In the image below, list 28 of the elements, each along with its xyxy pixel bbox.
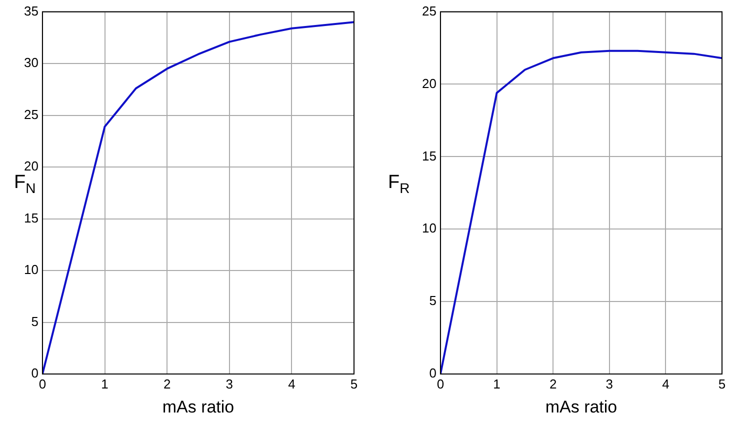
y-tick-label: 25 [24,106,38,122]
x-axis-title: mAs ratio [162,397,234,416]
y-tick-label: 20 [422,76,436,91]
x-tick-label: 1 [493,376,500,392]
y-axis-title: F$_{N}$ [14,172,36,196]
y-tick-label: 5 [31,314,38,329]
x-tick-label: 3 [226,376,233,392]
x-tick-label: 4 [288,376,296,392]
x-tick-label: 2 [163,376,171,392]
y-tick-label: 0 [429,366,436,381]
y-tick-label: 0 [31,366,38,381]
x-tick-label: 5 [718,376,726,392]
y-tick-label: 10 [24,262,38,278]
y-tick-label: 10 [422,220,436,236]
x-axis-title: mAs ratio [545,397,618,416]
x-tick-label: 5 [350,376,358,392]
x-tick-label: 3 [606,376,613,392]
y-tick-label: 5 [429,293,436,308]
x-tick-label: 4 [662,376,670,392]
y-tick-label: 20 [24,158,38,174]
y-tick-label: 15 [422,148,436,164]
x-tick-label: 1 [101,376,108,392]
x-tick-label: 2 [549,376,557,392]
y-tick-label: 15 [24,210,38,226]
y-tick-label: 35 [24,3,38,18]
y-tick-label: 25 [422,3,436,18]
y-axis-title: F$_{R}$ [388,172,410,196]
y-tick-label: 30 [24,55,38,70]
